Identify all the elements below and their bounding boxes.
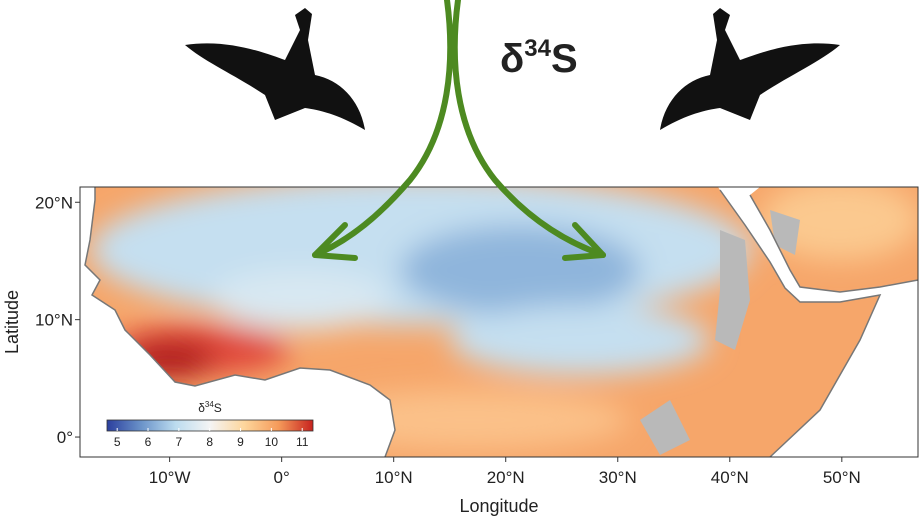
x-tick-label: 0°: [274, 468, 290, 487]
legend-title: δ34S: [198, 400, 222, 415]
title-superscript: 34: [524, 35, 551, 62]
y-tick-label: 20°N: [35, 193, 73, 212]
legend-tick-label: 11: [296, 435, 309, 449]
x-tick-label: 10°N: [375, 468, 413, 487]
title-tail: S: [551, 37, 578, 81]
title: δ34S: [500, 35, 578, 81]
x-tick-label: 10°W: [149, 468, 191, 487]
bird-silhouette: [660, 8, 840, 130]
legend-tick-label: 5: [114, 435, 121, 449]
x-tick-label: 50°N: [823, 468, 861, 487]
legend-title-tail: S: [214, 401, 222, 415]
arrows: [312, 0, 606, 261]
x-tick-label: 20°N: [487, 468, 525, 487]
legend-tick-label: 8: [206, 435, 213, 449]
legend-title-symbol: δ: [198, 401, 205, 415]
legend-tick-label: 7: [176, 435, 183, 449]
bird-silhouette: [185, 8, 365, 130]
x-axis-label: Longitude: [459, 496, 538, 516]
y-axis-label: Latitude: [2, 290, 22, 354]
title-symbol: δ: [500, 37, 524, 81]
legend-tick-label: 6: [145, 435, 152, 449]
legend-title-superscript: 34: [205, 400, 214, 409]
x-tick-label: 40°N: [711, 468, 749, 487]
y-tick-label: 10°N: [35, 311, 73, 330]
y-tick-label: 0°: [57, 428, 73, 447]
legend-tick-label: 9: [237, 435, 244, 449]
coastline: [84, 187, 919, 458]
legend-tick-label: 10: [265, 435, 279, 449]
x-tick-label: 30°N: [599, 468, 637, 487]
